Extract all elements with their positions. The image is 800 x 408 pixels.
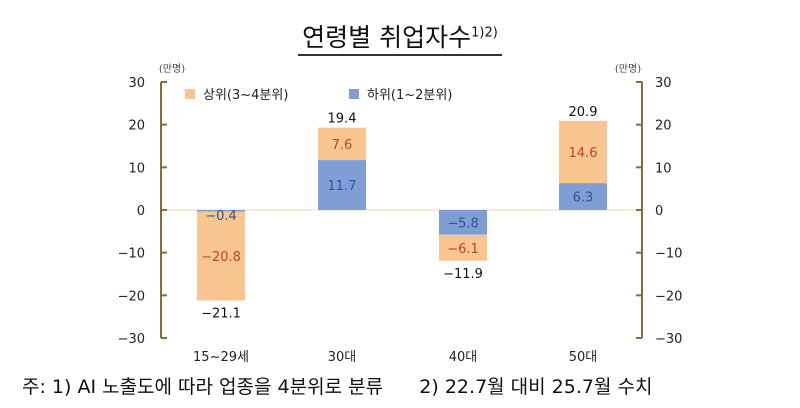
data-label-lower: −5.8 — [447, 216, 479, 231]
data-label-lower: −0.4 — [205, 209, 237, 224]
y-unit-left: (만명) — [159, 63, 185, 75]
y-unit-right: (만명) — [615, 63, 641, 75]
footnote: 주: 1) AI 노출도에 따라 업종을 4분위로 분류 2) 22.7월 대비… — [22, 376, 653, 398]
y-tick-label-right: −10 — [655, 247, 682, 262]
y-tick-label-left: −30 — [118, 332, 145, 347]
x-tick-label: 40대 — [449, 350, 478, 365]
legend-label: 상위(3~4분위) — [203, 88, 288, 103]
title-superscript: 1)2) — [471, 25, 498, 41]
y-tick-label-left: 0 — [137, 204, 145, 219]
x-tick-label: 50대 — [569, 350, 598, 365]
y-tick-label-right: −30 — [655, 332, 682, 347]
data-label-upper: 7.6 — [332, 138, 353, 153]
data-label-upper: 14.6 — [569, 146, 598, 161]
bar-upper — [318, 127, 366, 161]
y-tick-label-left: 30 — [128, 76, 145, 91]
bar-lower — [559, 183, 607, 210]
y-tick-label-right: 0 — [655, 204, 663, 219]
bar-upper — [439, 234, 487, 261]
y-tick-label-right: 10 — [655, 161, 672, 176]
legend-swatch — [349, 89, 359, 99]
y-tick-label-right: 20 — [655, 119, 672, 134]
data-label-total: 19.4 — [328, 112, 357, 127]
y-tick-label-right: −20 — [655, 289, 682, 304]
y-tick-label-right: 30 — [655, 76, 672, 91]
legend-swatch — [185, 89, 195, 99]
x-tick-label: 15~29세 — [193, 350, 249, 365]
bar-upper — [559, 120, 607, 184]
chart-title: 연령별 취업자수1)2) — [0, 18, 800, 56]
data-label-upper: −6.1 — [447, 242, 479, 257]
y-tick-label-left: 20 — [128, 119, 145, 134]
bar-lower — [197, 210, 245, 212]
data-label-total: −21.1 — [201, 306, 241, 321]
bar-lower — [439, 210, 487, 235]
y-tick-label-left: −10 — [118, 247, 145, 262]
data-label-upper: −20.8 — [201, 250, 241, 265]
data-label-lower: 6.3 — [573, 191, 594, 206]
y-tick-label-left: 10 — [128, 161, 145, 176]
legend-label: 하위(1~2분위) — [367, 88, 452, 103]
data-label-lower: 11.7 — [328, 179, 357, 194]
bar-upper — [197, 211, 245, 301]
y-tick-label-left: −20 — [118, 289, 145, 304]
x-tick-label: 30대 — [328, 350, 357, 365]
data-label-total: −11.9 — [443, 267, 483, 282]
data-label-total: 20.9 — [569, 105, 598, 120]
bar-lower — [318, 160, 366, 210]
title-text: 연령별 취업자수 — [302, 23, 472, 52]
